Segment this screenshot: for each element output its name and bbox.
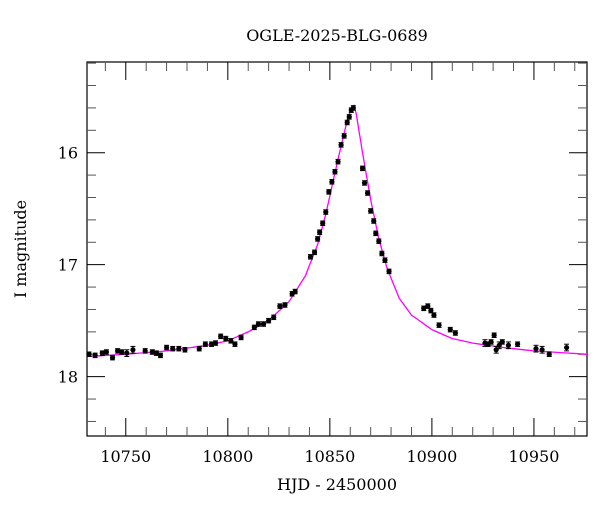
data-point — [332, 168, 338, 175]
data-point — [341, 133, 347, 139]
data-point — [99, 350, 105, 356]
data-point — [447, 326, 453, 333]
data-point — [119, 349, 125, 355]
data-point — [212, 340, 219, 346]
data-point — [499, 339, 505, 345]
x-tick-label: 10950 — [508, 447, 559, 466]
data-point — [361, 180, 368, 186]
axis-ticks — [87, 62, 587, 436]
data-point — [436, 322, 442, 328]
data-point — [368, 208, 374, 214]
model-curve — [86, 104, 588, 358]
data-point — [289, 291, 295, 297]
data-point — [115, 348, 121, 354]
data-point — [228, 338, 234, 344]
data-point — [311, 249, 318, 256]
chart-title: OGLE-2025-BLG-0689 — [246, 26, 428, 45]
data-point — [292, 288, 298, 295]
data-point — [163, 344, 170, 351]
data-point — [86, 351, 92, 357]
data-point — [539, 345, 545, 354]
data-point — [208, 341, 215, 347]
data-point — [255, 321, 262, 327]
plot-frame — [86, 61, 588, 437]
y-axis-tick-labels: 16 17 18 — [58, 144, 78, 387]
data-point — [157, 352, 164, 359]
data-point — [386, 268, 392, 275]
data-point — [238, 334, 244, 341]
data-point — [260, 321, 267, 327]
data-point — [546, 351, 552, 357]
data-point — [109, 354, 116, 361]
data-point — [323, 209, 329, 215]
data-point — [218, 333, 224, 340]
data-point — [130, 345, 136, 354]
data-point — [505, 341, 512, 350]
data-point — [142, 348, 148, 354]
data-point — [232, 341, 238, 347]
data-point — [317, 229, 323, 235]
x-tick-label: 10900 — [406, 447, 457, 466]
y-axis-label: I magnitude — [11, 200, 30, 298]
data-point — [329, 179, 335, 185]
data-point — [371, 218, 377, 224]
data-point — [176, 345, 182, 352]
data-point — [533, 344, 539, 353]
data-point — [515, 341, 521, 347]
data-point — [92, 352, 98, 359]
data-point — [326, 189, 332, 195]
data-point — [182, 347, 188, 353]
data-point — [425, 303, 431, 309]
data-point — [271, 314, 277, 321]
data-point — [488, 339, 494, 345]
x-axis-tick-labels: 10750 10800 10850 10900 10950 — [100, 447, 559, 466]
plot-area — [86, 61, 588, 437]
y-tick-label: 18 — [58, 368, 78, 387]
data-point — [346, 114, 352, 120]
data-point — [452, 330, 458, 336]
data-point — [266, 317, 272, 324]
data-point — [103, 349, 109, 355]
x-axis-label: HJD - 2450000 — [277, 475, 397, 494]
data-point — [320, 220, 326, 226]
data-point — [359, 165, 366, 172]
data-point — [350, 105, 356, 111]
y-tick-label: 16 — [58, 144, 78, 163]
data-point — [338, 142, 344, 148]
data-point — [373, 230, 379, 237]
data-point — [196, 345, 202, 352]
data-point — [277, 303, 283, 309]
data-point — [365, 190, 371, 196]
x-tick-label: 10750 — [100, 447, 151, 466]
data-point — [282, 302, 288, 308]
x-tick-label: 10850 — [304, 447, 355, 466]
data-point — [335, 158, 341, 165]
data-point — [202, 341, 208, 347]
data-point — [382, 257, 388, 263]
data-point — [149, 349, 155, 355]
data-points — [86, 105, 570, 361]
data-point — [491, 332, 497, 338]
data-point — [124, 349, 130, 357]
data-point — [563, 343, 570, 352]
y-tick-label: 17 — [58, 256, 78, 275]
data-point — [251, 324, 257, 331]
data-point — [153, 350, 159, 356]
data-point — [170, 345, 176, 352]
x-tick-label: 10800 — [202, 447, 253, 466]
data-point — [344, 119, 350, 126]
data-point — [379, 250, 385, 257]
data-point — [223, 335, 229, 342]
data-point — [431, 312, 437, 318]
data-point — [421, 305, 427, 312]
data-point — [376, 238, 382, 244]
data-point — [315, 236, 321, 242]
